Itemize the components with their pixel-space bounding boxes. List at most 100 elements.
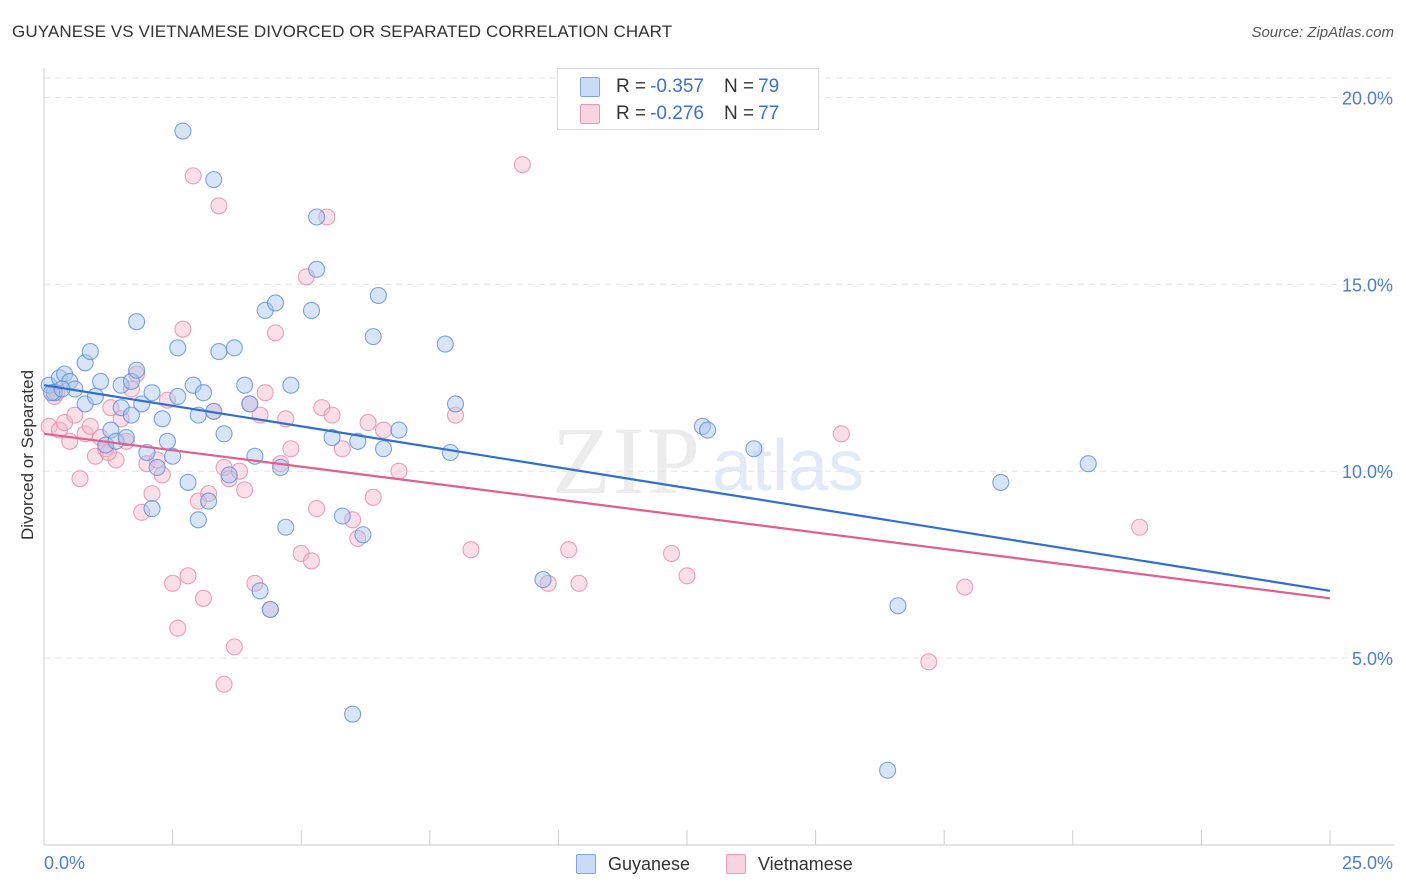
point-guyanese [534, 571, 552, 589]
point-vietnamese [323, 406, 341, 424]
point-vietnamese [174, 320, 192, 338]
point-vietnamese [256, 384, 274, 402]
point-guyanese [436, 335, 454, 353]
point-guyanese [179, 473, 197, 491]
point-vietnamese [920, 653, 938, 671]
bottom-legend-guyanese: Guyanese [576, 852, 690, 876]
point-vietnamese [344, 511, 362, 529]
point-guyanese [200, 492, 218, 510]
point-guyanese [215, 425, 233, 443]
point-vietnamese [678, 567, 696, 585]
point-vietnamese [81, 417, 99, 435]
bottom-legend-vietnamese: Vietnamese [726, 852, 853, 876]
legend-swatch-guyanese [580, 77, 600, 97]
point-guyanese [117, 428, 135, 447]
bottom-label-guyanese: Guyanese [608, 853, 691, 874]
point-guyanese [158, 432, 177, 450]
point-guyanese [194, 384, 213, 402]
point-vietnamese [359, 414, 377, 432]
point-guyanese [879, 761, 897, 779]
point-guyanese [302, 301, 321, 320]
point-guyanese [164, 447, 182, 465]
point-guyanese [76, 354, 94, 372]
point-guyanese [122, 406, 140, 424]
point-guyanese [148, 458, 166, 477]
point-guyanese [364, 328, 382, 346]
point-guyanese [344, 705, 362, 723]
legend-swatch-vietnamese [580, 104, 600, 124]
point-vietnamese [102, 399, 120, 417]
legend-r-value: -0.276 [650, 103, 704, 124]
point-vietnamese [164, 574, 182, 592]
point-guyanese [205, 171, 223, 189]
point-vietnamese [1131, 518, 1149, 536]
point-guyanese [143, 500, 161, 518]
point-vietnamese [364, 488, 382, 506]
source-label: Source: ZipAtlas.com [1251, 24, 1394, 41]
point-vietnamese [462, 541, 480, 559]
point-vietnamese [230, 462, 249, 480]
point-guyanese [369, 286, 387, 305]
point-vietnamese [374, 421, 393, 439]
point-guyanese [128, 361, 146, 379]
point-vietnamese [390, 462, 408, 480]
point-guyanese [745, 440, 763, 458]
point-vietnamese [318, 208, 336, 226]
trendline-guyanese [43, 384, 1331, 592]
point-guyanese [122, 372, 140, 391]
point-guyanese [992, 473, 1010, 491]
point-guyanese [189, 511, 207, 529]
legend-n-label: N = [723, 76, 755, 97]
point-guyanese [241, 395, 259, 413]
y-tick-label: 5.0% [1352, 649, 1393, 669]
bottom-swatch-vietnamese [726, 854, 746, 874]
point-guyanese [266, 294, 285, 312]
point-vietnamese [169, 619, 187, 637]
watermark-atlas: atlas [712, 426, 865, 506]
point-guyanese [308, 208, 326, 226]
legend-row-vietnamese: R = -0.276 N = 77 [580, 101, 783, 127]
point-guyanese [174, 122, 192, 140]
trendline-vietnamese [43, 432, 1331, 600]
point-guyanese [699, 421, 717, 439]
point-vietnamese [570, 574, 588, 592]
point-vietnamese [308, 500, 326, 518]
legend-r-label: R = [616, 103, 647, 124]
y-tick-label: 10.0% [1342, 462, 1393, 482]
point-guyanese [112, 376, 130, 394]
point-guyanese [225, 339, 243, 357]
point-guyanese [169, 339, 187, 357]
point-vietnamese [663, 544, 681, 562]
point-vietnamese [215, 675, 233, 693]
point-vietnamese [71, 470, 89, 488]
y-axis-label: Divorced or Separated [18, 370, 37, 540]
legend-n-value: 77 [758, 103, 780, 124]
legend-n-value: 79 [758, 76, 780, 97]
point-guyanese [261, 600, 279, 619]
point-guyanese [889, 597, 907, 615]
point-guyanese [333, 507, 351, 525]
point-guyanese [354, 526, 372, 544]
chart-title: GUYANESE VS VIETNAMESE DIVORCED OR SEPAR… [12, 22, 673, 41]
point-guyanese [92, 372, 110, 391]
point-guyanese [390, 421, 408, 439]
bottom-swatch-guyanese [576, 854, 596, 874]
legend-r-value: -0.357 [650, 76, 704, 97]
legend-n-label: N = [723, 103, 755, 124]
point-guyanese [236, 376, 254, 394]
point-vietnamese [333, 440, 351, 458]
point-guyanese [308, 260, 326, 278]
point-vietnamese [194, 589, 213, 607]
legend-row-guyanese: R = -0.357 N = 79 [580, 74, 783, 100]
point-guyanese [210, 343, 228, 361]
correlation-legend: R = -0.357 N = 79 R = -0.276 N = 77 [557, 68, 819, 130]
point-vietnamese [210, 197, 228, 215]
point-vietnamese [956, 578, 974, 596]
watermark-zip: ZIP [552, 407, 702, 514]
x-tick-label: 25.0% [1342, 853, 1393, 873]
point-guyanese [446, 395, 465, 413]
point-guyanese [282, 376, 300, 394]
point-vietnamese [282, 440, 300, 458]
point-vietnamese [133, 503, 151, 521]
